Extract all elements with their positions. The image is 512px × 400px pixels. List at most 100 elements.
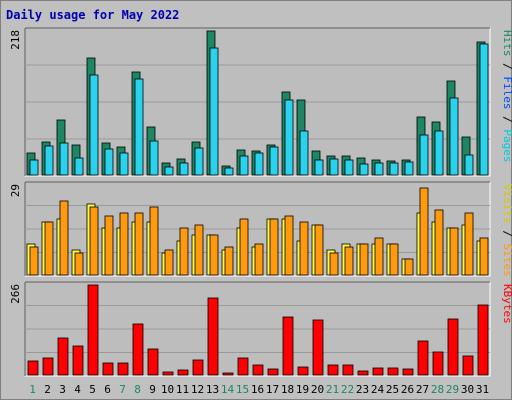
- bar-files-day-31: [479, 43, 489, 176]
- bar-kbytes-day-26: [402, 368, 414, 376]
- y-max-label: 266: [9, 284, 22, 304]
- bar-sites-day-8: [134, 212, 144, 276]
- bar-files-day-25: [389, 162, 399, 176]
- bar-files-day-7: [119, 152, 129, 176]
- bar-sites-day-13: [209, 234, 219, 276]
- x-tick-label-10: 10: [161, 383, 174, 396]
- bar-sites-day-21: [329, 252, 339, 276]
- x-tick-label-19: 19: [296, 383, 309, 396]
- bar-files-day-4: [74, 157, 84, 176]
- bar-files-day-30: [464, 154, 474, 176]
- bar-kbytes-day-31: [477, 304, 489, 376]
- bar-kbytes-day-5: [87, 284, 99, 376]
- x-tick-label-28: 28: [431, 383, 444, 396]
- bar-sites-day-18: [284, 215, 294, 276]
- bar-files-day-18: [284, 99, 294, 176]
- x-tick-label-17: 17: [266, 383, 279, 396]
- bar-files-day-24: [374, 162, 384, 176]
- x-tick-label-12: 12: [191, 383, 204, 396]
- legend-separator: /: [501, 57, 512, 77]
- bar-kbytes-day-2: [42, 357, 54, 376]
- bar-sites-day-6: [104, 215, 114, 276]
- bar-files-day-23: [359, 163, 369, 176]
- bar-files-day-19: [299, 130, 309, 176]
- bar-kbytes-day-19: [297, 366, 309, 376]
- x-tick-label-1: 1: [29, 383, 36, 396]
- panel-visits-sites: 29 Visits / Sites: [9, 181, 512, 277]
- bar-files-day-2: [44, 145, 54, 176]
- panel-kbytes: 266 KBytes: [9, 281, 512, 377]
- legend-visits-sites: Visits / Sites: [501, 184, 512, 277]
- x-tick-label-8: 8: [134, 383, 141, 396]
- bar-kbytes-day-21: [327, 364, 339, 376]
- bar-kbytes-day-15: [237, 357, 249, 376]
- x-tick-label-21: 21: [326, 383, 339, 396]
- x-tick-label-26: 26: [401, 383, 414, 396]
- bar-sites-day-11: [179, 227, 189, 276]
- bar-files-day-21: [329, 158, 339, 176]
- bar-files-day-10: [164, 166, 174, 176]
- bar-kbytes-day-4: [72, 345, 84, 376]
- x-tick-label-15: 15: [236, 383, 249, 396]
- bar-sites-day-9: [149, 206, 159, 276]
- legend-separator: /: [501, 110, 512, 130]
- bar-sites-day-12: [194, 224, 204, 276]
- x-tick-label-30: 30: [461, 383, 474, 396]
- bar-files-day-12: [194, 147, 204, 176]
- x-tick-label-31: 31: [476, 383, 489, 396]
- bar-files-day-8: [134, 78, 144, 176]
- bar-kbytes-day-22: [342, 364, 354, 376]
- bar-kbytes-day-14: [222, 372, 234, 376]
- bar-kbytes-day-27: [417, 340, 429, 376]
- bar-sites-day-2: [44, 221, 54, 276]
- bar-sites-day-16: [254, 243, 264, 276]
- bar-sites-day-19: [299, 221, 309, 276]
- bar-kbytes-day-3: [57, 337, 69, 376]
- bar-kbytes-day-23: [357, 370, 369, 376]
- bar-kbytes-day-18: [282, 316, 294, 376]
- bar-files-day-13: [209, 47, 219, 176]
- bar-files-day-15: [239, 155, 249, 176]
- legend-item-hits: Hits: [501, 30, 512, 57]
- legend-item-kbytes: KBytes: [501, 284, 512, 324]
- bar-kbytes-day-1: [27, 360, 39, 376]
- bar-kbytes-day-16: [252, 364, 264, 376]
- bar-files-day-28: [434, 130, 444, 176]
- x-tick-label-23: 23: [356, 383, 369, 396]
- bar-files-day-1: [29, 159, 39, 176]
- bar-files-day-6: [104, 148, 114, 176]
- bar-kbytes-day-11: [177, 369, 189, 376]
- bar-kbytes-day-30: [462, 355, 474, 376]
- bar-files-day-3: [59, 142, 69, 176]
- bar-sites-day-17: [269, 218, 279, 276]
- x-tick-label-14: 14: [221, 383, 235, 396]
- bar-files-day-11: [179, 162, 189, 176]
- bar-kbytes-day-9: [147, 348, 159, 376]
- bar-sites-day-22: [344, 246, 354, 276]
- bar-kbytes-day-25: [387, 367, 399, 376]
- legend-item-pages: Pages: [501, 129, 512, 162]
- legend-hits-files-pages: Hits / Files / Pages: [501, 30, 512, 163]
- bar-sites-day-4: [74, 252, 84, 276]
- y-max-label: 29: [9, 184, 22, 197]
- x-tick-label-20: 20: [311, 383, 324, 396]
- x-tick-label-29: 29: [446, 383, 459, 396]
- bar-sites-day-23: [359, 243, 369, 276]
- bar-files-day-26: [404, 161, 414, 176]
- bar-sites-day-3: [59, 200, 69, 276]
- legend-separator: /: [501, 224, 512, 244]
- bar-kbytes-day-13: [207, 297, 219, 376]
- bar-kbytes-day-28: [432, 351, 444, 376]
- x-tick-label-11: 11: [176, 383, 189, 396]
- bar-files-day-14: [224, 167, 234, 176]
- bar-files-day-5: [89, 74, 99, 176]
- bar-sites-day-27: [419, 187, 429, 276]
- bar-files-day-16: [254, 152, 264, 176]
- bar-sites-day-20: [314, 224, 324, 276]
- bar-kbytes-day-7: [117, 362, 129, 376]
- bar-kbytes-day-8: [132, 323, 144, 376]
- bar-sites-day-7: [119, 212, 129, 276]
- legend-item-sites: Sites: [501, 244, 512, 277]
- x-tick-label-18: 18: [281, 383, 294, 396]
